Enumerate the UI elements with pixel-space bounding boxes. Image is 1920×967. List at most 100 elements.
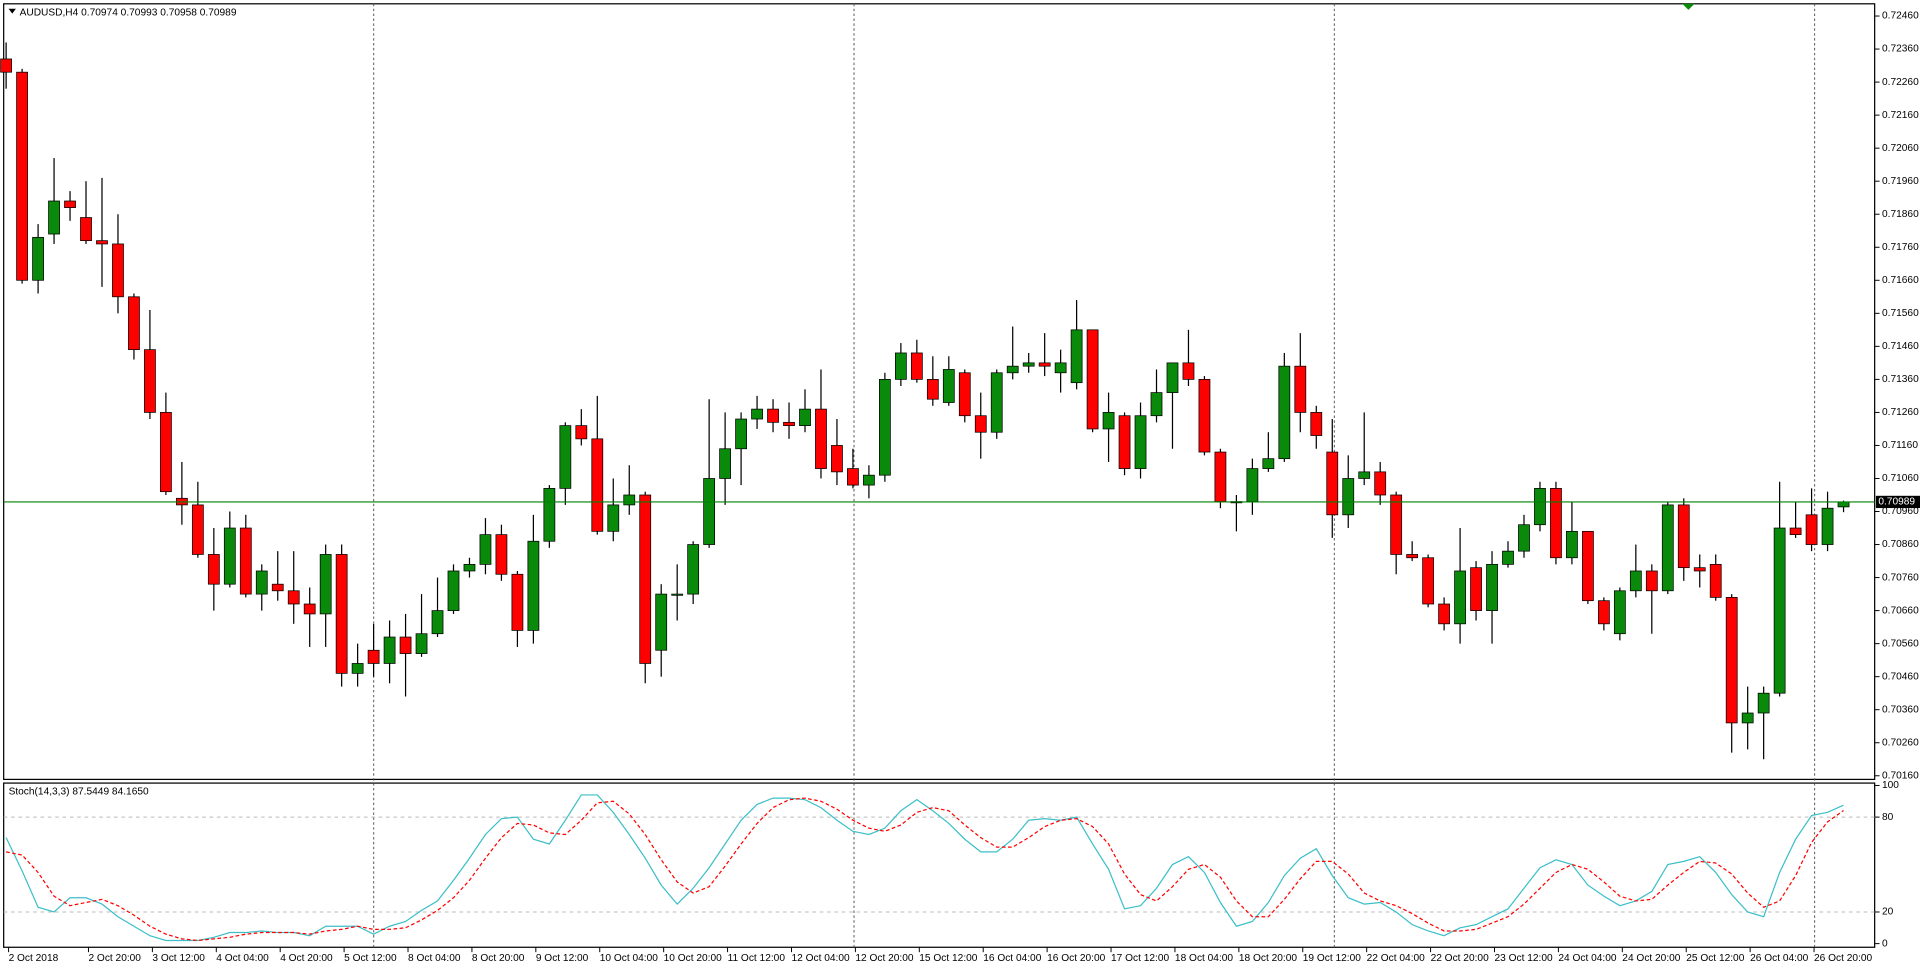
indicator-line [6, 797, 1844, 942]
candle-body [16, 71, 28, 281]
candle-body [1150, 392, 1163, 417]
candle-body [303, 603, 316, 615]
x-tick-label: 8 Oct 20:00 [472, 953, 525, 964]
candle-body [112, 243, 124, 298]
y-tick-label: 0.72360 [1882, 44, 1919, 55]
candle-body [815, 408, 827, 469]
y-tick-label: 0.71960 [1882, 176, 1919, 187]
candle-body [1294, 365, 1307, 413]
candle-body [1278, 365, 1291, 460]
x-tick-label: 3 Oct 12:00 [152, 953, 205, 964]
candle-body [1054, 362, 1067, 374]
y-tick-label: 0.71160 [1882, 440, 1918, 451]
last-price-label: 0.70989 [1878, 497, 1915, 508]
candle-body [1550, 488, 1562, 559]
candle-body [223, 527, 236, 585]
candle-body [894, 352, 907, 380]
candle-body [1582, 530, 1594, 602]
candle-body [1022, 362, 1035, 367]
candle-body [879, 379, 891, 476]
x-tick-label: 19 Oct 12:00 [1303, 953, 1362, 964]
y-tick-label: 0.72060 [1882, 143, 1919, 154]
candle-body [1086, 329, 1099, 430]
candle-body [543, 488, 556, 542]
candle-body [575, 425, 588, 440]
candle-body [926, 379, 939, 400]
y-tick-label: 0.70960 [1882, 506, 1919, 517]
candle-body [1182, 362, 1195, 380]
candle-body [559, 425, 572, 489]
candle-body [463, 563, 476, 572]
y-tick-label: 0.71760 [1882, 242, 1919, 253]
y-tick-label: 80 [1882, 812, 1894, 823]
candle-body [1422, 557, 1435, 605]
y-tick-label: 20 [1882, 907, 1894, 918]
candle-body [1661, 504, 1674, 592]
main-header: AUDUSD,H4 0.70974 0.70993 0.70958 0.7098… [20, 7, 237, 18]
candle-body [687, 544, 700, 595]
candle-body [703, 478, 716, 545]
candle-body [1374, 471, 1387, 496]
header-arrow [8, 8, 16, 14]
candle-body [431, 610, 444, 635]
y-tick-label: 0.71360 [1882, 374, 1919, 385]
candle-body [1757, 692, 1770, 714]
candle-body [191, 504, 204, 555]
symbol: AUDUSD,H4 [20, 7, 79, 18]
x-tick-label: 16 Oct 20:00 [1047, 953, 1106, 964]
x-tick-label: 16 Oct 04:00 [983, 953, 1042, 964]
y-tick-label: 0.70760 [1882, 572, 1919, 583]
candle-body [383, 636, 396, 664]
candle-body [1198, 379, 1211, 453]
y-tick-label: 0.71060 [1882, 473, 1919, 484]
last-high: 0.70993 [121, 7, 158, 18]
candle-body [239, 527, 252, 595]
candle-body [863, 474, 875, 486]
candle-body [479, 534, 492, 565]
candle-body [1134, 415, 1147, 469]
candle-body [1677, 504, 1690, 569]
candle-body [1518, 524, 1530, 552]
candle-body [783, 421, 795, 426]
candle-body [1406, 554, 1419, 559]
x-tick-label: 18 Oct 04:00 [1175, 953, 1234, 964]
candle-body [671, 593, 684, 596]
d-last: 84.1650 [112, 786, 149, 797]
candle-body [1310, 412, 1323, 436]
candle-body [1709, 563, 1722, 598]
x-tick-label: 15 Oct 12:00 [919, 953, 978, 964]
x-tick-label: 22 Oct 20:00 [1431, 953, 1490, 964]
candle-body [1821, 507, 1834, 545]
y-tick-label: 0.70660 [1882, 605, 1919, 616]
candle-body [32, 236, 44, 281]
candle-body [64, 200, 76, 208]
y-tick-label: 0.70360 [1882, 704, 1919, 715]
candle-body [974, 415, 987, 433]
candle-body [990, 372, 1003, 433]
k-last: 87.5449 [72, 786, 109, 797]
candle-body [910, 352, 923, 380]
candle-body [271, 583, 284, 592]
candle-body [1597, 600, 1610, 625]
x-tick-label: 2 Oct 20:00 [88, 953, 141, 964]
candle-body [1486, 563, 1498, 611]
x-tick-label: 10 Oct 04:00 [600, 953, 659, 964]
candle-body [351, 663, 364, 674]
indicator-header: Stoch(14,3,3) 87.5449 84.1650 [9, 786, 149, 797]
y-tick-label: 100 [1882, 780, 1899, 791]
candle-body [1358, 471, 1371, 479]
candle-body [1470, 567, 1482, 611]
candle-body [751, 408, 763, 420]
y-tick-label: 0.71460 [1882, 341, 1919, 352]
y-tick-label: 0.71660 [1882, 275, 1919, 286]
x-tick-label: 22 Oct 04:00 [1367, 953, 1426, 964]
candle-body [128, 296, 140, 351]
candle-body [958, 372, 971, 417]
candle-body [144, 349, 156, 413]
candle-body [1438, 603, 1450, 625]
candle-body [1070, 329, 1083, 384]
candle-body [1006, 365, 1019, 374]
candle-body [1326, 451, 1339, 516]
